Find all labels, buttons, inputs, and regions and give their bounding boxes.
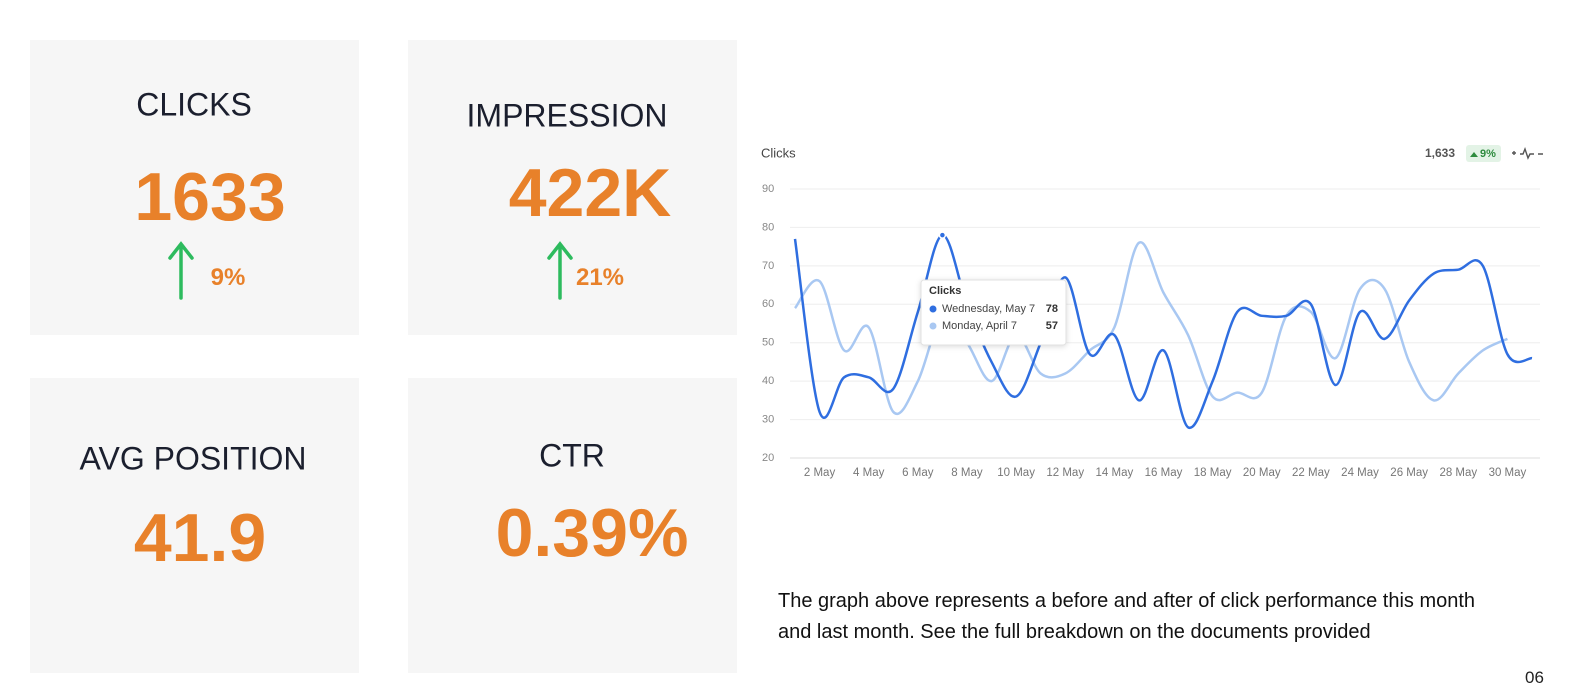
caption: The graph above represents a before and … [778,590,1476,643]
card: AVG POSITION 41.9 [30,378,359,673]
tooltip-box [920,279,1067,346]
tooltip-dot [929,305,937,313]
badge-triangle [1470,152,1478,157]
card-value: 422K [508,155,672,231]
tooltip-value: 78 [1046,303,1058,315]
chart-title: Clicks [761,145,796,160]
y-tick-label: 60 [762,298,774,310]
y-tick-label: 50 [762,337,774,349]
x-tick-label: 6 May [902,467,934,479]
x-tick-label: 4 May [853,467,885,479]
card-value: 0.39% [495,495,689,571]
arrow-up [168,241,194,300]
x-tick-label: 22 May [1292,467,1330,479]
change-badge [1466,145,1501,162]
card-title: CTR [539,437,605,474]
page-number: 06 [1525,668,1544,687]
x-tick-label: 12 May [1046,467,1084,479]
chart: Clicks 1,633 9% 20 30 40 50 60 70 80 90 2 May 4 M… [761,145,1543,479]
x-tick-label: 30 May [1489,467,1527,479]
y-tick-label: 30 [762,413,774,425]
card-title: AVG POSITION [79,440,307,477]
x-tick-label: 10 May [997,467,1035,479]
tooltip-value: 57 [1046,320,1058,332]
x-tick-label: 8 May [951,467,983,479]
x-tick-label: 16 May [1145,467,1183,479]
chart-total: 1,633 [1425,146,1455,160]
x-tick-label: 14 May [1096,467,1134,479]
card-change: 9% [210,264,246,291]
chart-icon [1512,146,1543,160]
card: CLICKS 1633 9% [30,40,359,335]
card-value: 1633 [134,159,286,235]
series-line [793,241,1508,416]
card-value: 41.9 [133,500,267,576]
y-tick-label: 90 [762,183,774,195]
arrow-up [547,241,573,300]
y-tick-label: 70 [762,260,774,272]
x-tick-label: 26 May [1390,467,1428,479]
tooltip-label: Monday, April 7 [942,320,1017,332]
series-line [793,233,1533,429]
card-change: 21% [575,264,625,291]
y-tick-label: 20 [762,452,774,464]
card-title: IMPRESSION [466,97,668,134]
x-tick-label: 2 May [804,467,836,479]
chart-change: 9% [1480,148,1496,160]
tooltip-dot [929,322,937,330]
x-tick-label: 28 May [1439,467,1477,479]
x-tick-label: 24 May [1341,467,1379,479]
card-title: CLICKS [136,86,252,123]
x-tick-label: 18 May [1194,467,1232,479]
y-tick-label: 80 [762,221,774,233]
tooltip-title: Clicks [929,285,961,297]
card: CTR 0.39% [408,378,737,673]
y-tick-label: 40 [762,375,774,387]
tooltip-label: Wednesday, May 7 [942,303,1035,315]
x-tick-label: 20 May [1243,467,1281,479]
card: IMPRESSION 422K 21% [408,40,737,335]
hover-point [938,231,947,239]
